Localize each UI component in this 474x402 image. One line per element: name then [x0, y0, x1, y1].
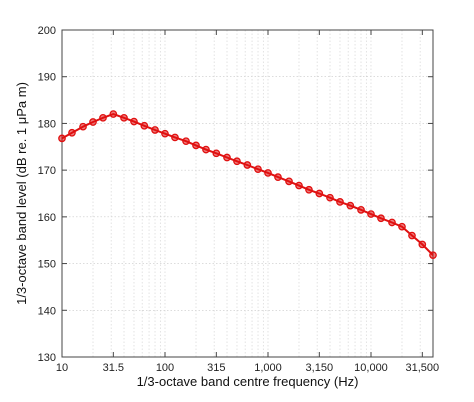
data-point — [79, 122, 87, 131]
data-point — [285, 177, 293, 186]
x-tick-label: 10,000 — [354, 362, 388, 374]
plot-area — [62, 30, 433, 357]
data-point — [295, 181, 303, 190]
x-tick-label: 31,500 — [405, 362, 439, 374]
plot-border — [61, 29, 434, 358]
x-tick-label: 31.5 — [103, 362, 124, 374]
data-point — [274, 173, 282, 181]
data-point — [254, 165, 262, 174]
x-axis-title: 1/3-octave band centre frequency (Hz) — [137, 374, 359, 389]
data-point — [140, 121, 149, 130]
data-point — [243, 161, 252, 169]
data-point — [161, 129, 169, 138]
data-point — [68, 128, 76, 137]
y-tick-label: 160 — [38, 212, 56, 224]
data-point — [388, 218, 396, 227]
y-tick-label: 150 — [38, 259, 56, 271]
x-tick-label: 3,150 — [306, 362, 334, 374]
data-point — [336, 198, 344, 206]
data-point — [305, 185, 313, 194]
data-point — [212, 149, 221, 158]
x-axis-ticks: 10 31.5 100 315 1,000 3,150 10,000 31,500 — [56, 30, 439, 374]
x-tick-label: 1,000 — [254, 362, 282, 374]
data-point — [151, 126, 159, 134]
y-tick-label: 140 — [38, 305, 56, 317]
data-point — [346, 201, 355, 210]
data-point — [429, 251, 437, 260]
data-point — [408, 231, 416, 240]
y-tick-label: 200 — [38, 25, 56, 37]
data-point — [315, 189, 324, 198]
y-tick-label: 180 — [38, 118, 56, 130]
y-axis-title: 1/3-octave band level (dB re. 1 μPa m) — [14, 82, 29, 305]
y-tick-label: 130 — [38, 352, 56, 364]
y-axis-ticks: 130 140 150 160 170 180 190 200 — [38, 25, 433, 364]
data-point — [58, 134, 66, 143]
x-tick-label: 100 — [156, 362, 174, 374]
data-point — [120, 113, 128, 122]
data-point — [202, 145, 210, 154]
data-point — [357, 206, 365, 214]
data-point — [109, 110, 118, 118]
data-point — [264, 169, 272, 177]
data-point — [99, 113, 107, 122]
data-point — [326, 193, 334, 202]
data-point — [418, 240, 427, 249]
data-point — [223, 153, 231, 162]
series-group — [58, 110, 437, 260]
data-point — [233, 157, 241, 166]
data-point — [192, 141, 200, 150]
y-tick-label: 170 — [38, 165, 56, 177]
data-point — [182, 137, 190, 146]
data-point — [377, 214, 385, 223]
x-tick-label: 10 — [56, 362, 68, 374]
plot-frame — [61, 29, 434, 358]
data-point — [367, 210, 375, 218]
x-tick-label: 315 — [207, 362, 225, 374]
y-tick-label: 190 — [38, 72, 56, 84]
data-point — [171, 133, 179, 142]
data-point — [89, 118, 97, 126]
data-point — [130, 117, 138, 126]
data-point — [398, 222, 406, 231]
